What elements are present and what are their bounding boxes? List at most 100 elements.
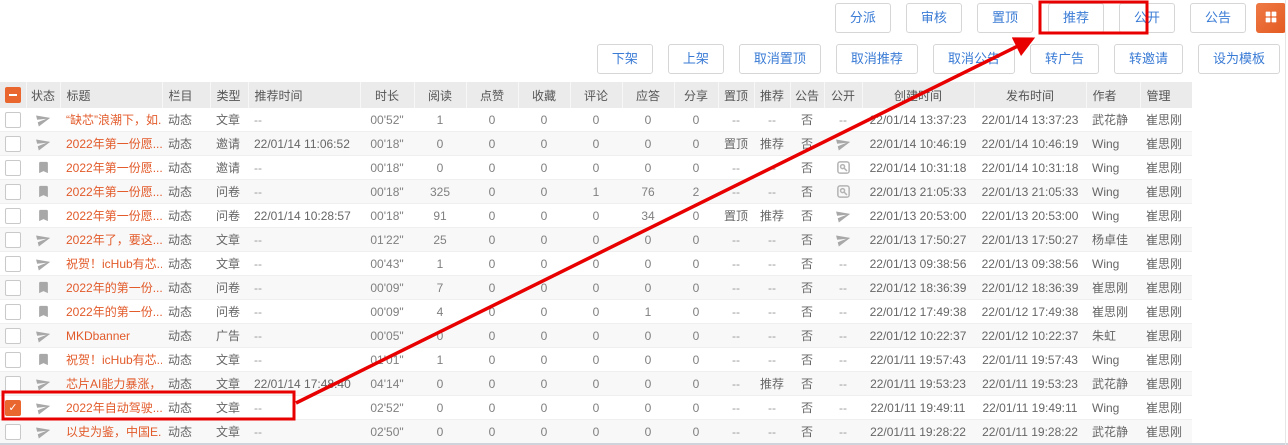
checkbox-cell bbox=[0, 227, 26, 252]
col-header-public: 公开 bbox=[824, 82, 863, 108]
checkbox-cell bbox=[0, 371, 26, 396]
row-title-link[interactable]: 2022年的第一份... bbox=[66, 305, 162, 319]
row-checkbox[interactable] bbox=[5, 255, 21, 272]
favorites-cell: 0 bbox=[518, 419, 570, 444]
row-title-link[interactable]: 2022年自动驾驶... bbox=[66, 401, 162, 415]
row-checkbox[interactable] bbox=[5, 207, 21, 224]
row-checkbox[interactable] bbox=[5, 135, 21, 152]
row-checkbox[interactable] bbox=[5, 231, 21, 248]
answers-cell: 0 bbox=[622, 155, 674, 180]
likes-cell: 0 bbox=[466, 323, 518, 348]
shares-cell: 0 bbox=[674, 108, 718, 132]
status-cell bbox=[26, 347, 60, 372]
recommend-time-cell: -- bbox=[248, 299, 360, 324]
reads-cell: 0 bbox=[414, 395, 466, 420]
to-invite-button[interactable]: 转邀请 bbox=[1113, 44, 1183, 74]
row-title-link[interactable]: 2022年第一份愿... bbox=[66, 137, 162, 151]
row-checkbox[interactable] bbox=[5, 111, 21, 128]
col-header-answers: 应答 bbox=[622, 82, 675, 108]
table-row: 2022年第一份愿... 动态 邀请 -- 00'18" 0 0 0 0 0 0 -- -- 否 22/01… bbox=[0, 155, 1192, 180]
row-title-link[interactable]: 2022年了，要这... bbox=[66, 233, 162, 247]
row-checkbox[interactable] bbox=[5, 351, 21, 368]
publish-time-cell: 22/01/12 10:22:37 bbox=[974, 323, 1086, 348]
notice-cell: 否 bbox=[790, 395, 824, 420]
author-cell: Wing bbox=[1086, 251, 1140, 276]
pinned-cell: -- bbox=[718, 179, 754, 204]
publish-time-cell: 22/01/13 09:38:56 bbox=[974, 251, 1086, 276]
public-send-icon bbox=[835, 208, 851, 223]
row-checkbox[interactable] bbox=[5, 183, 21, 200]
shares-cell: 0 bbox=[674, 395, 718, 420]
row-title-link[interactable]: 2022年第一份愿... bbox=[66, 161, 162, 175]
duration-cell: 00'52" bbox=[360, 108, 414, 132]
title-cell: 2022年自动驾驶... bbox=[60, 395, 162, 420]
recommend-button[interactable]: 推荐 bbox=[1047, 3, 1104, 33]
row-title-link[interactable]: 祝贺！icHub有芯... bbox=[66, 257, 162, 271]
table-row: 2022年的第一份... 动态 问卷 -- 00'09" 4 0 0 0 1 0 -- -- 否 -- 22/… bbox=[0, 299, 1192, 324]
recommend-time-cell: -- bbox=[248, 395, 360, 420]
table-row: 祝贺！icHub有芯... 动态 文章 -- 00'43" 1 0 0 0 0 0 -- -- 否 -- 22… bbox=[0, 251, 1192, 276]
title-cell: 2022年第一份愿... bbox=[60, 179, 162, 204]
row-title-link[interactable]: 祝贺！icHub有芯... bbox=[66, 353, 162, 367]
checkbox-cell: ✓ bbox=[0, 395, 26, 420]
duration-cell: 00'09" bbox=[360, 299, 414, 324]
created-time-cell: 22/01/12 10:22:37 bbox=[862, 323, 974, 348]
public-cell: -- bbox=[824, 419, 862, 444]
row-title-link[interactable]: 2022年第一份愿... bbox=[66, 209, 162, 223]
take-down-button[interactable]: 下架 bbox=[596, 44, 653, 74]
favorites-cell: 0 bbox=[518, 395, 570, 420]
recommend-time-cell: -- bbox=[248, 419, 360, 444]
recommend-time-cell: -- bbox=[248, 227, 360, 252]
table-row: 2022年第一份愿... 动态 邀请 22/01/14 11:06:52 00'18" 0… bbox=[0, 131, 1192, 156]
shares-cell: 2 bbox=[674, 179, 718, 204]
row-checkbox[interactable] bbox=[5, 327, 21, 344]
recommend-time-cell: -- bbox=[248, 275, 360, 300]
select-all-checkbox[interactable] bbox=[4, 87, 21, 103]
cancel-recommend-button[interactable]: 取消推荐 bbox=[835, 44, 918, 74]
row-checkbox[interactable] bbox=[5, 303, 21, 320]
announce-button[interactable]: 公告 bbox=[1189, 3, 1246, 33]
answers-cell: 0 bbox=[622, 251, 674, 276]
assign-button[interactable]: 分派 bbox=[834, 3, 891, 33]
comments-cell: 0 bbox=[570, 108, 622, 132]
shares-cell: 0 bbox=[674, 131, 718, 156]
row-title-link[interactable]: “缺芯”浪潮下，如... bbox=[66, 113, 162, 127]
answers-cell: 0 bbox=[622, 347, 674, 372]
duration-cell: 00'09" bbox=[360, 275, 414, 300]
row-checkbox[interactable]: ✓ bbox=[5, 399, 21, 416]
cancel-pin-button[interactable]: 取消置顶 bbox=[738, 44, 821, 74]
row-checkbox[interactable] bbox=[5, 423, 21, 440]
public-button[interactable]: 公开 bbox=[1118, 3, 1175, 33]
pinned-cell: -- bbox=[718, 108, 754, 132]
column-cell: 动态 bbox=[162, 395, 210, 420]
row-title-link[interactable]: 2022年第一份愿... bbox=[66, 185, 162, 199]
row-checkbox[interactable] bbox=[5, 279, 21, 296]
reads-cell: 0 bbox=[414, 155, 466, 180]
set-template-button[interactable]: 设为模板 bbox=[1197, 44, 1280, 74]
row-checkbox[interactable] bbox=[5, 375, 21, 392]
row-title-link[interactable]: MKDbanner bbox=[66, 328, 131, 343]
answers-cell: 0 bbox=[622, 108, 674, 132]
cancel-announce-button[interactable]: 取消公告 bbox=[932, 44, 1015, 74]
favorites-cell: 0 bbox=[518, 371, 570, 396]
table-row: 2022年了，要这... 动态 文章 -- 01'22" 25 0 0 0 0 0 -- -- 否 22/0… bbox=[0, 227, 1192, 252]
table-row: 2022年第一份愿... 动态 问卷 -- 00'18" 325 0 0 1 76 2 -- -- 否 22… bbox=[0, 179, 1192, 204]
row-title-link[interactable]: 以史为鉴，中国E... bbox=[66, 425, 162, 439]
comments-cell: 0 bbox=[570, 323, 622, 348]
duration-cell: 00'18" bbox=[360, 179, 414, 204]
publish-time-cell: 22/01/14 13:37:23 bbox=[974, 108, 1086, 132]
put-on-shelf-button[interactable]: 上架 bbox=[667, 44, 724, 74]
row-title-link[interactable]: 芯片AI能力暴涨，... bbox=[66, 377, 162, 391]
pinned-cell: -- bbox=[718, 251, 754, 276]
bookmark-icon bbox=[36, 304, 51, 318]
recommend-time-cell: 22/01/14 10:28:57 bbox=[248, 203, 360, 228]
pin-top-button[interactable]: 置顶 bbox=[976, 3, 1033, 33]
row-title-link[interactable]: 2022年的第一份... bbox=[66, 281, 162, 295]
row-checkbox[interactable] bbox=[5, 159, 21, 176]
to-ad-button[interactable]: 转广告 bbox=[1029, 44, 1099, 74]
reads-cell: 325 bbox=[414, 179, 466, 204]
status-cell bbox=[26, 275, 60, 300]
table-row: 2022年的第一份... 动态 问卷 -- 00'09" 7 0 0 0 0 0 -- -- 否 -- 22/… bbox=[0, 275, 1192, 300]
apps-grid-button[interactable] bbox=[1256, 3, 1286, 33]
audit-button[interactable]: 审核 bbox=[905, 3, 962, 33]
